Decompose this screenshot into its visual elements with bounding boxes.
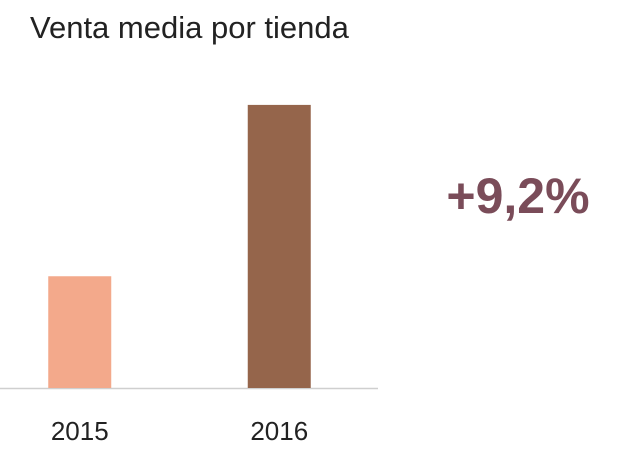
x-tick-label: 2015 — [51, 416, 109, 446]
chart-title: Venta media por tienda — [30, 10, 350, 45]
bar — [247, 104, 311, 389]
bar — [48, 276, 112, 388]
x-tick-label: 2016 — [250, 416, 308, 446]
change-annotation: +9,2% — [446, 168, 589, 224]
